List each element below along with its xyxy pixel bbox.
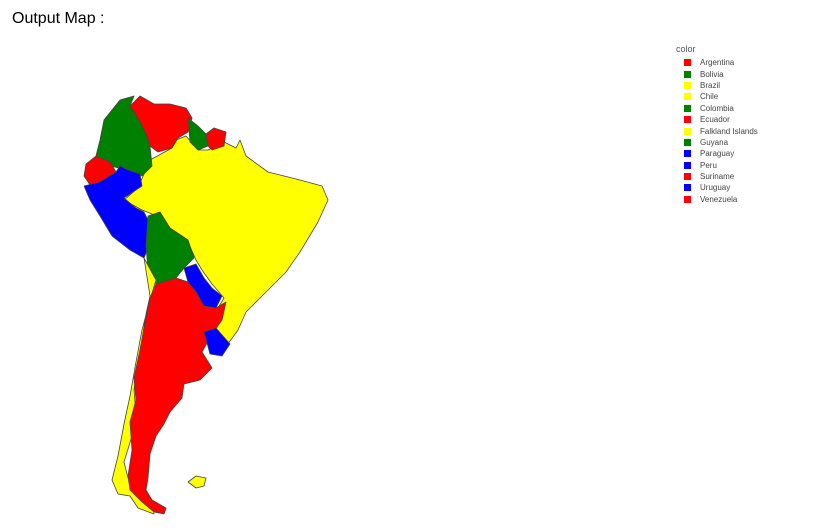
- legend-swatch: [684, 93, 691, 101]
- country-suriname[interactable]: [205, 127, 227, 151]
- legend-item[interactable]: Bolivia: [676, 68, 758, 79]
- legend-label: Uruguay: [700, 183, 731, 193]
- legend-label: Argentina: [700, 58, 735, 68]
- legend-swatch: [684, 150, 691, 158]
- country-peru[interactable]: [83, 165, 151, 259]
- legend-item[interactable]: Uruguay: [676, 182, 758, 193]
- legend-swatch: [684, 116, 691, 124]
- page-heading: Output Map :: [12, 10, 105, 27]
- legend-swatch: [684, 70, 691, 78]
- legend-label: Guyana: [700, 137, 729, 147]
- legend-label: Ecuador: [700, 115, 730, 125]
- legend-title: color: [676, 44, 696, 54]
- legend-item[interactable]: Suriname: [676, 171, 758, 182]
- legend-item[interactable]: Colombia: [676, 103, 758, 114]
- legend-item[interactable]: Guyana: [676, 137, 758, 148]
- legend-items: Argentina Bolivia Brazil Chile Colombia Ecuad…: [676, 57, 758, 205]
- legend-swatch: [684, 104, 691, 112]
- legend-swatch: [684, 195, 691, 203]
- legend-item[interactable]: Brazil: [676, 80, 758, 91]
- legend-item[interactable]: Falkland Islands: [676, 125, 758, 136]
- legend-label: Falkland Islands: [700, 126, 758, 136]
- legend-item[interactable]: Peru: [676, 160, 758, 171]
- legend-label: Suriname: [700, 172, 735, 182]
- legend-item[interactable]: Chile: [676, 91, 758, 102]
- legend-label: Colombia: [700, 103, 734, 113]
- legend-swatch: [684, 59, 691, 67]
- legend-swatch: [684, 161, 691, 169]
- map-legend: color Argentina Bolivia Brazil Chile Colombi…: [676, 44, 758, 205]
- legend-swatch: [684, 127, 691, 135]
- legend-label: Bolivia: [700, 69, 724, 79]
- legend-item[interactable]: Ecuador: [676, 114, 758, 125]
- country-uruguay[interactable]: [203, 327, 231, 357]
- legend-swatch: [684, 81, 691, 89]
- legend-label: Paraguay: [700, 149, 735, 159]
- legend-item[interactable]: Venezuela: [676, 194, 758, 205]
- country-argentina[interactable]: [127, 277, 227, 515]
- legend-label: Venezuela: [700, 194, 738, 204]
- country-falkland-islands[interactable]: [187, 475, 207, 489]
- legend-item[interactable]: Paraguay: [676, 148, 758, 159]
- legend-item[interactable]: Argentina: [676, 57, 758, 68]
- legend-swatch: [684, 184, 691, 192]
- legend-label: Chile: [700, 92, 719, 102]
- legend-swatch: [684, 138, 691, 146]
- legend-label: Brazil: [700, 80, 721, 90]
- legend-label: Peru: [700, 160, 717, 170]
- legend-swatch: [684, 173, 691, 181]
